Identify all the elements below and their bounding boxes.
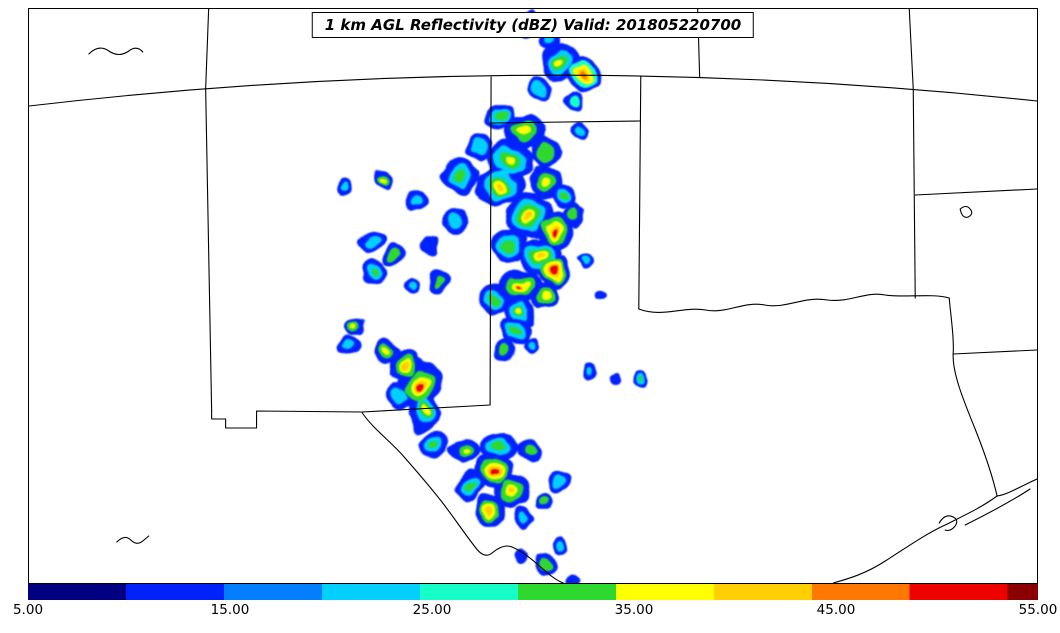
- storm-cell: [555, 58, 565, 68]
- storm-cell: [526, 212, 534, 220]
- storm-cell: [566, 95, 579, 107]
- colorbar-tick-label: 55.00: [1018, 602, 1058, 618]
- storm-cell: [490, 296, 501, 306]
- storm-cell: [431, 442, 440, 450]
- storm-cell: [341, 182, 350, 190]
- storm-cell: [465, 481, 476, 491]
- storm-cell: [593, 290, 606, 302]
- storm-cell: [511, 327, 520, 335]
- storm-cell: [492, 468, 499, 474]
- border-texas-panhandle-north: [489, 120, 641, 124]
- storm-cell: [533, 82, 547, 96]
- border-missouri-arkansas: [914, 188, 1037, 196]
- storm-cell: [637, 379, 642, 383]
- storm-cell: [540, 292, 549, 300]
- barrier-islands: [964, 488, 1031, 526]
- storm-cell: [568, 210, 581, 222]
- storm-cell: [409, 195, 422, 207]
- storm-cell: [518, 284, 523, 288]
- state-borders: [29, 9, 1037, 583]
- storm-cell: [539, 176, 550, 186]
- storm-cell: [402, 363, 409, 369]
- border-oklahoma-east: [908, 9, 916, 299]
- storm-cell: [455, 171, 466, 181]
- storm-cell: [362, 235, 379, 247]
- storm-cell: [416, 381, 425, 391]
- storm-cell: [435, 276, 446, 286]
- storm-cell: [461, 448, 470, 454]
- storm-cell: [505, 156, 516, 166]
- storm-cell: [553, 475, 566, 487]
- border-texas-east: [948, 297, 998, 497]
- colorbar: [28, 584, 1038, 600]
- galveston-bay: [938, 515, 958, 532]
- storm-cell: [580, 257, 589, 265]
- border-red-river: [638, 293, 950, 313]
- colorbar-tick-label: 15.00: [210, 602, 250, 618]
- storm-cell: [585, 367, 594, 375]
- storm-cell: [421, 406, 430, 416]
- colorbar-tick-label: 35.00: [614, 602, 654, 618]
- storm-cell: [382, 176, 389, 182]
- storm-cell: [538, 560, 551, 572]
- storm-cell: [504, 240, 517, 252]
- storm-cell: [371, 267, 380, 275]
- storm-cell: [574, 126, 585, 136]
- border-new-mexico-south: [211, 404, 491, 429]
- storm-cell: [559, 191, 570, 201]
- storm-cell: [519, 126, 531, 136]
- river-southwest: [116, 535, 150, 544]
- storm-cell: [405, 281, 416, 291]
- storm-cell: [421, 237, 440, 255]
- storm-cell: [381, 347, 390, 355]
- storm-cell: [608, 370, 621, 382]
- map-frame: 1 km AGL Reflectivity (dBZ) Valid: 20180…: [28, 8, 1038, 584]
- storm-cell: [550, 267, 559, 275]
- colorbar-tick-label: 45.00: [816, 602, 856, 618]
- gulf-coastline: [832, 478, 1037, 583]
- storm-cell: [536, 253, 543, 259]
- storm-cell: [497, 183, 504, 189]
- storm-cell: [486, 507, 495, 515]
- storm-cell: [344, 340, 357, 352]
- plot-title: 1 km AGL Reflectivity (dBZ) Valid: 20180…: [311, 12, 755, 38]
- colorbar-tick-label: 25.00: [412, 602, 452, 618]
- border-37n-parallel: [29, 74, 1037, 107]
- storm-cell: [352, 323, 359, 329]
- storm-cell: [535, 142, 554, 160]
- river-topleft: [88, 47, 144, 56]
- storm-cell: [472, 138, 489, 154]
- map-canvas: [29, 9, 1037, 583]
- storm-cell: [554, 541, 565, 551]
- storm-cell: [513, 549, 528, 563]
- border-100w-meridian: [638, 75, 642, 310]
- storm-cell: [567, 574, 582, 583]
- storm-cell: [523, 444, 537, 458]
- colorbar-tick-label: 5.00: [12, 602, 44, 618]
- lake-oklahoma: [959, 205, 973, 218]
- storm-cell: [517, 308, 524, 314]
- border-arkansas-louisiana: [952, 349, 1037, 355]
- border-109w-meridian: [205, 9, 213, 412]
- storm-cell: [494, 110, 507, 122]
- reflectivity-field: [337, 10, 648, 583]
- storm-cell: [525, 341, 535, 351]
- storm-cell: [519, 510, 532, 522]
- storm-cell: [493, 441, 508, 451]
- colorbar-tick-labels: 5.00 15.00 25.00 35.00 45.00 55.00: [13, 602, 1057, 620]
- storm-cell: [448, 214, 463, 228]
- storm-cell: [507, 488, 514, 494]
- storm-cell: [551, 228, 558, 234]
- storm-cell: [539, 496, 550, 506]
- border-103w-meridian: [489, 76, 492, 406]
- storm-cell: [393, 389, 408, 403]
- storm-cell: [389, 250, 402, 262]
- rio-grande-river: [361, 412, 565, 583]
- storm-cell: [499, 345, 512, 357]
